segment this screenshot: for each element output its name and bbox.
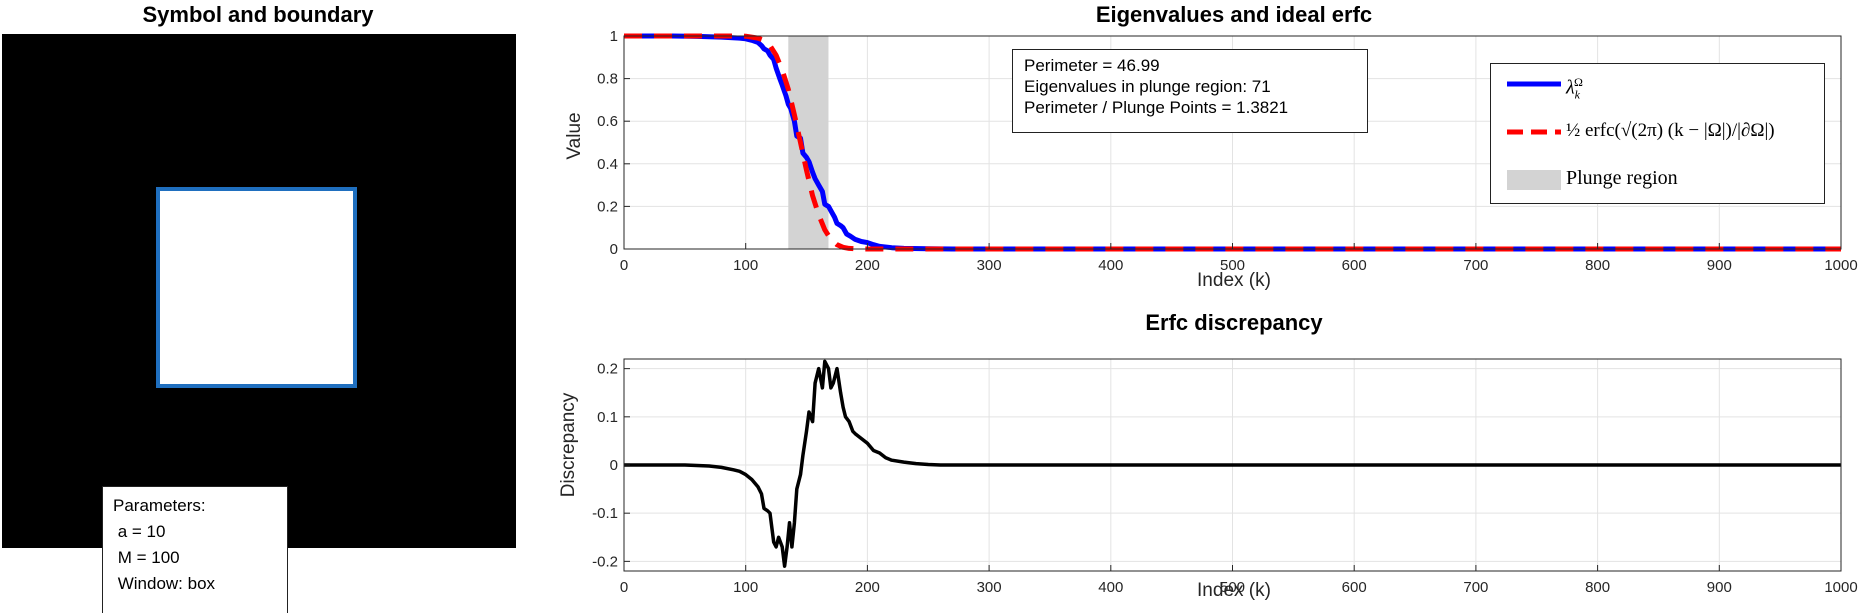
parameter-m: M = 100 (113, 548, 180, 567)
y-tick-label: 0.2 (597, 361, 618, 378)
y-tick-label: -0.2 (592, 553, 618, 570)
eigenvalue-chart-title: Eigenvalues and ideal erfc (1096, 2, 1372, 27)
symbol-square (158, 189, 355, 386)
parameter-window: Window: box (113, 574, 216, 593)
x-tick-label: 100 (733, 257, 758, 274)
left-panel-title: Symbol and boundary (142, 2, 374, 27)
x-tick-label: 200 (855, 579, 880, 596)
x-tick-label: 100 (733, 579, 758, 596)
y-tick-label: 0.8 (597, 71, 618, 88)
x-tick-label: 1000 (1824, 257, 1857, 274)
y-tick-label: -0.1 (592, 505, 618, 522)
x-tick-label: 200 (855, 257, 880, 274)
y-tick-label: 0.1 (597, 409, 618, 426)
stat-perimeter: Perimeter = 46.99 (1024, 56, 1160, 75)
discrepancy-chart-ylabel: Discrepancy (558, 392, 579, 497)
legend-entry-erfc: ½ erfc(√(2π) (k − |Ω|)/|∂Ω|) (1491, 104, 1824, 160)
y-tick-label: 0 (610, 241, 618, 258)
legend-label-erfc: ½ erfc(√(2π) (k − |Ω|)/|∂Ω|) (1566, 120, 1775, 141)
discrepancy-chart-title: Erfc discrepancy (1145, 310, 1323, 335)
legend-entry-eigenvalues: λkΩ (1491, 64, 1824, 104)
x-tick-label: 1000 (1824, 579, 1857, 596)
legend-label-eigenvalues: λkΩ (1566, 75, 1583, 102)
x-tick-label: 400 (1098, 257, 1123, 274)
legend-swatch-plunge (1507, 170, 1561, 190)
x-tick-label: 600 (1342, 579, 1367, 596)
discrepancy-chart-xlabel: Index (k) (1197, 580, 1271, 601)
x-tick-label: 800 (1585, 257, 1610, 274)
series-line-0 (624, 359, 1841, 568)
y-tick-label: 0 (610, 457, 618, 474)
x-tick-label: 300 (977, 257, 1002, 274)
stats-box: Perimeter = 46.99 Eigenvalues in plunge … (1012, 49, 1368, 133)
eigenvalue-chart-xlabel: Index (k) (1197, 270, 1271, 291)
y-tick-label: 0.4 (597, 156, 618, 173)
x-tick-label: 500 (1220, 257, 1245, 274)
stat-ratio: Perimeter / Plunge Points = 1.3821 (1024, 98, 1289, 117)
x-tick-label: 700 (1463, 257, 1488, 274)
x-tick-label: 800 (1585, 579, 1610, 596)
parameters-heading: Parameters: (113, 496, 206, 515)
x-tick-label: 900 (1707, 579, 1732, 596)
y-tick-label: 0.2 (597, 198, 618, 215)
x-tick-label: 600 (1342, 257, 1367, 274)
stat-plunge-count: Eigenvalues in plunge region: 71 (1024, 77, 1271, 96)
x-tick-label: 900 (1707, 257, 1732, 274)
legend-label-plunge: Plunge region (1566, 167, 1678, 189)
x-tick-label: 300 (977, 579, 1002, 596)
x-tick-label: 500 (1220, 579, 1245, 596)
y-tick-label: 0.6 (597, 113, 618, 130)
parameter-a: a = 10 (113, 522, 166, 541)
legend-swatch-erfc (1507, 129, 1561, 135)
parameters-box: Parameters: a = 10 M = 100 Window: box (102, 486, 288, 613)
series-line-1 (624, 33, 1841, 252)
x-tick-label: 0 (620, 579, 628, 596)
legend-swatch-eigenvalues (1507, 81, 1561, 87)
x-tick-label: 0 (620, 257, 628, 274)
eigenvalue-chart-ylabel: Value (564, 112, 585, 159)
y-tick-label: 1 (610, 28, 618, 45)
symbol-boundary (156, 187, 357, 388)
x-tick-label: 400 (1098, 579, 1123, 596)
legend-entry-plunge: Plunge region (1491, 162, 1824, 198)
legend: λkΩ ½ erfc(√(2π) (k − |Ω|)/|∂Ω|) Plunge … (1490, 63, 1825, 204)
x-tick-label: 700 (1463, 579, 1488, 596)
discrepancy-chart: Erfc discrepancy Index (k) Discrepancy 0… (558, 310, 1858, 601)
plunge-region (788, 36, 829, 249)
